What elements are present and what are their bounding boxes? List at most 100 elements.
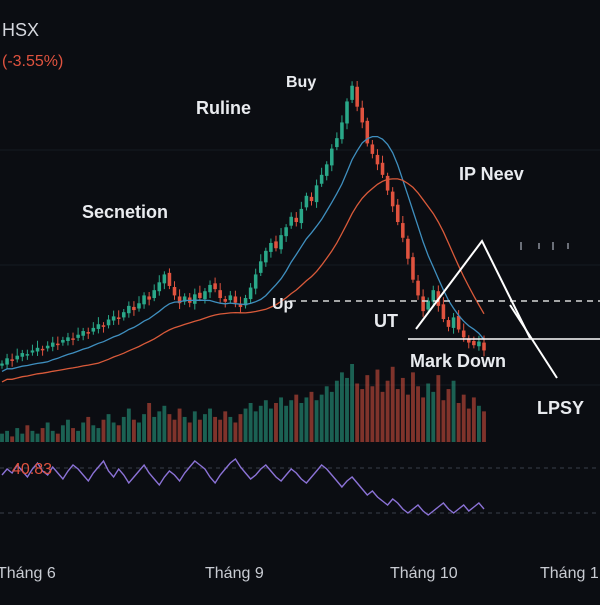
- candle: [177, 289, 182, 310]
- volume-bar: [436, 375, 441, 442]
- candle: [279, 228, 283, 254]
- candle-body: [30, 350, 35, 353]
- volume-bar: [334, 380, 339, 442]
- candle-body: [284, 227, 288, 237]
- volume-bar: [426, 383, 431, 442]
- volume-bar: [35, 433, 40, 442]
- volume-bar: [101, 419, 106, 442]
- candle: [208, 280, 212, 299]
- volume-bar: [319, 394, 324, 442]
- candle: [324, 161, 329, 181]
- volume-bar: [131, 419, 136, 442]
- candle: [5, 353, 9, 370]
- candle-body: [198, 292, 202, 299]
- candle: [456, 310, 461, 333]
- candle-body: [406, 238, 410, 259]
- volume-bar: [228, 416, 233, 442]
- candle: [167, 268, 172, 290]
- candle: [137, 296, 141, 312]
- candle: [284, 224, 288, 242]
- volume-bar: [10, 436, 15, 442]
- candle: [127, 301, 131, 318]
- volume-bar: [451, 380, 456, 442]
- candle: [213, 277, 217, 293]
- candle-body: [172, 287, 177, 296]
- candle-body: [258, 261, 263, 273]
- candle-body: [401, 223, 405, 238]
- candle-body: [264, 250, 268, 263]
- candle: [345, 98, 349, 130]
- candle-body: [335, 138, 339, 148]
- candle: [121, 309, 126, 321]
- candle-body: [395, 204, 400, 223]
- candle-body: [137, 303, 141, 309]
- candle-body: [152, 290, 156, 299]
- candle-body: [106, 319, 111, 326]
- candle: [335, 132, 339, 151]
- candle: [25, 349, 30, 360]
- volume-bar: [380, 391, 385, 442]
- candle-body: [203, 291, 207, 300]
- candle-body: [426, 300, 430, 310]
- volume-bar: [192, 411, 197, 442]
- candle-body: [385, 175, 390, 191]
- candle-body: [411, 257, 415, 280]
- candle-body: [370, 144, 375, 154]
- candle-body: [116, 317, 121, 319]
- candle: [314, 179, 319, 208]
- annotation-ip-neev: IP Neev: [459, 164, 524, 184]
- candle-body: [446, 320, 451, 327]
- candle-body: [289, 216, 293, 226]
- volume-bar: [208, 408, 212, 442]
- candle-body: [248, 287, 253, 300]
- candle-body: [228, 295, 233, 301]
- candle: [243, 294, 248, 309]
- candle-body: [40, 348, 45, 351]
- volume-bar: [157, 411, 162, 442]
- candle: [228, 290, 233, 304]
- volume-bars: [0, 364, 486, 442]
- candle-body: [314, 185, 319, 203]
- candle: [218, 283, 222, 303]
- candle-body: [20, 353, 25, 357]
- candle: [56, 336, 60, 350]
- volume-bar: [86, 416, 91, 442]
- candle: [416, 274, 420, 300]
- volume-bar: [340, 372, 344, 442]
- candle: [340, 115, 344, 144]
- candle: [0, 360, 4, 369]
- volume-bar: [81, 422, 86, 442]
- volume-bar: [137, 422, 141, 442]
- candle: [264, 247, 268, 267]
- candle: [269, 238, 273, 258]
- candle: [96, 317, 101, 334]
- candle-body: [472, 341, 476, 346]
- volume-bar: [177, 408, 182, 442]
- rsi-value: 40.83: [12, 461, 52, 478]
- volume-bar: [395, 389, 400, 442]
- volume-bar: [309, 391, 314, 442]
- rsi-line: [1, 457, 485, 516]
- moving-average-slow: [1, 178, 485, 383]
- candle: [61, 336, 65, 346]
- volume-bar: [142, 414, 146, 442]
- candle: [390, 187, 395, 213]
- candle-body: [223, 299, 228, 302]
- annotation-buy: Buy: [286, 74, 316, 91]
- candle: [309, 192, 314, 206]
- candle-body: [147, 296, 151, 300]
- candle-body: [441, 304, 446, 319]
- volume-bar: [96, 428, 101, 442]
- x-tick-label: Tháng 6: [0, 565, 56, 582]
- volume-bar: [360, 389, 365, 442]
- candle: [66, 332, 70, 346]
- candle-body: [157, 282, 162, 292]
- candle: [299, 201, 304, 229]
- candle: [172, 281, 177, 300]
- candle-body: [233, 296, 238, 303]
- candle: [182, 293, 187, 305]
- volume-bar: [441, 400, 446, 442]
- volume-bar: [167, 414, 172, 442]
- moving-average-fast: [1, 135, 485, 372]
